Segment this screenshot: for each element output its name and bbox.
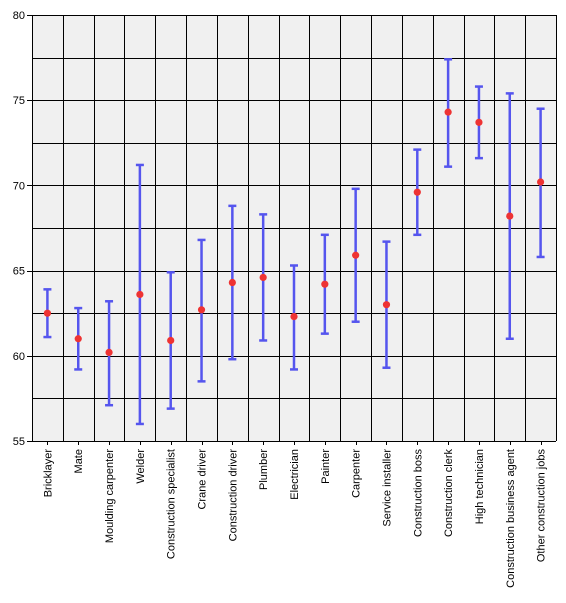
y-tick-label: 75 (13, 95, 25, 107)
x-category-label: Painter (320, 449, 332, 484)
x-category-label: Plumber (258, 449, 270, 490)
mean-point (506, 212, 514, 220)
x-category-label: Electrician (289, 449, 301, 500)
mean-points (43, 108, 545, 356)
x-category-label: Construction business agent (505, 449, 517, 588)
x-category-label: Bricklayer (42, 449, 54, 498)
x-category-label: Construction driver (227, 449, 239, 542)
mean-point (382, 301, 391, 309)
mean-point (105, 348, 113, 356)
y-tick-label: 55 (13, 436, 25, 448)
x-category-label: Moulding carpenter (104, 449, 116, 544)
mean-point (475, 118, 483, 126)
x-category-label: High technician (474, 449, 486, 524)
mean-point (167, 336, 175, 345)
mean-point (197, 306, 206, 314)
mean-point (444, 108, 452, 116)
y-tick-label: 70 (13, 180, 25, 192)
mean-point (352, 251, 360, 259)
y-tick-labels: 55 60 65 70 75 80 (13, 10, 25, 448)
y-tick-label: 60 (13, 351, 25, 363)
x-category-label: Construction clerk (443, 449, 455, 538)
x-category-labels: Bricklayer Mate Moulding carpenter Welder Co… (42, 449, 547, 588)
mean-point (536, 178, 545, 186)
x-category-label: Construction boss (412, 449, 424, 538)
y-tick-label: 65 (13, 266, 25, 278)
mean-point (228, 278, 236, 287)
mean-point (290, 313, 298, 321)
axes (27, 15, 556, 445)
y-tick-label: 80 (13, 10, 25, 22)
grid-lines (32, 15, 557, 442)
mean-point (136, 290, 144, 299)
x-category-label: Mate (73, 449, 85, 473)
x-category-label: Construction specialist (166, 449, 178, 559)
x-category-label: Other construction jobs (536, 449, 548, 563)
x-category-label: Crane driver (197, 449, 209, 510)
mean-point (43, 309, 52, 317)
mean-point (259, 273, 267, 282)
x-category-label: Welder (135, 449, 147, 484)
x-category-label: Service installer (381, 449, 393, 527)
mean-point (413, 188, 421, 196)
mean-point (74, 335, 82, 343)
mean-point (321, 280, 329, 288)
x-category-label: Carpenter (351, 449, 363, 498)
